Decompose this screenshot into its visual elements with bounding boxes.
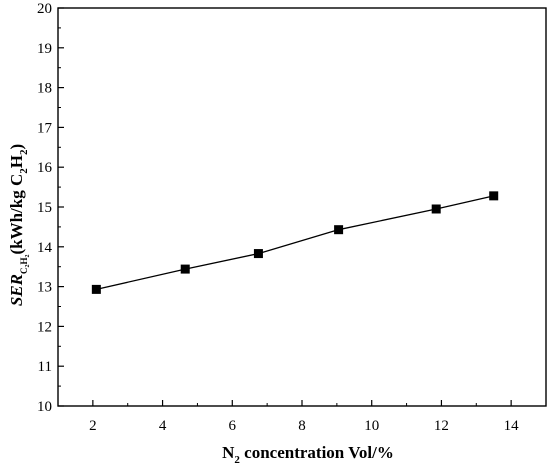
x-axis-title-sub1: 2: [234, 454, 240, 466]
x-tick-label-4: 4: [159, 418, 167, 434]
data-point-5: [489, 191, 499, 201]
x-tick-label-10: 10: [364, 418, 379, 434]
data-point-2: [253, 249, 263, 259]
y-tick-label-12: 12: [37, 319, 52, 335]
y-axis-title-sub2: 2: [18, 149, 30, 155]
ticks: 2 4 6 8 10 12 14 10 11 12 13 14 15 16 17 18 19 20: [37, 1, 519, 434]
y-tick-label-15: 15: [37, 200, 52, 216]
y-axis-title-sub-h-2: 2: [25, 255, 31, 258]
y-tick-label-13: 13: [37, 280, 52, 296]
series: [91, 191, 499, 294]
y-axis-title-sub-c: C: [19, 268, 29, 275]
x-axis-title-part1: N: [222, 443, 235, 462]
x-tick-label-12: 12: [434, 418, 449, 434]
y-axis-title-ser: SER: [7, 274, 26, 306]
y-axis-title-sub-c-2: 2: [25, 265, 31, 268]
x-tick-label-8: 8: [298, 418, 306, 434]
y-tick-label-11: 11: [38, 359, 52, 375]
data-point-4: [431, 204, 441, 214]
data-point-1: [180, 264, 190, 274]
data-point-0: [91, 284, 101, 294]
x-tick-label-14: 14: [504, 418, 520, 434]
y-tick-label-10: 10: [37, 399, 52, 415]
x-axis-title-part2: concentration Vol/%: [240, 443, 394, 462]
x-tick-label-2: 2: [89, 418, 97, 434]
y-axis-title: SERC2H2(kWh/kg C2H2): [7, 144, 31, 306]
plot-frame: [57, 7, 547, 407]
y-axis-title-group: SERC2H2(kWh/kg C2H2): [7, 144, 31, 306]
y-tick-label-16: 16: [37, 160, 53, 176]
y-tick-label-17: 17: [37, 120, 53, 136]
y-tick-label-14: 14: [37, 240, 53, 256]
data-point-3: [334, 225, 344, 235]
y-axis-title-part2: H: [7, 155, 26, 168]
y-tick-label-18: 18: [37, 81, 52, 97]
series-line-0: [96, 195, 494, 291]
y-axis-title-sub1: 2: [18, 168, 30, 174]
x-tick-label-6: 6: [229, 418, 237, 434]
x-axis-title: N2 concentration Vol/%: [222, 443, 394, 466]
axes: [57, 7, 547, 407]
y-tick-label-20: 20: [37, 1, 52, 17]
y-axis-title-part3: ): [7, 144, 26, 150]
y-tick-label-19: 19: [37, 41, 52, 57]
y-axis-title-sub-h: H: [19, 258, 29, 265]
y-axis-title-part1: (kWh/kg C: [7, 174, 26, 255]
